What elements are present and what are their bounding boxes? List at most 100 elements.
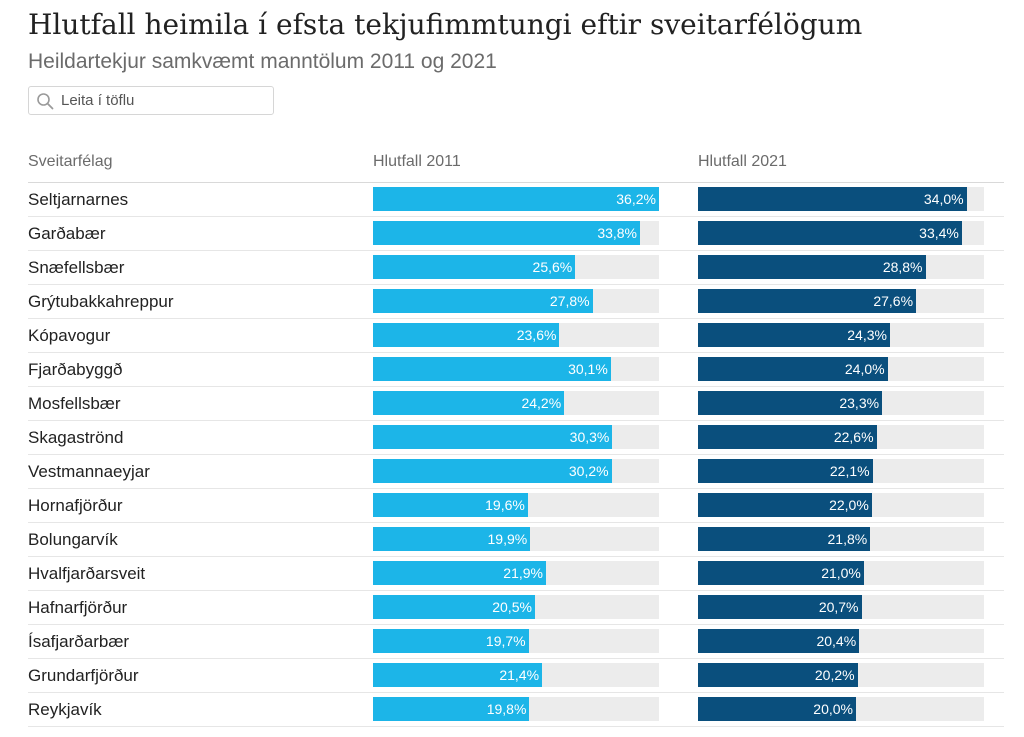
table-row: Seltjarnarnes 36,2% 34,0%: [28, 183, 1004, 217]
bar-2021-label: 33,4%: [919, 225, 959, 241]
bar-2021-label: 20,2%: [814, 667, 855, 683]
bar-2011-label: 19,7%: [485, 633, 526, 649]
bar-2021-track: 22,1%: [698, 459, 984, 483]
bar-2011[interactable]: 19,7%: [373, 629, 529, 653]
bar-2021[interactable]: 22,6%: [698, 425, 877, 449]
municipality-name: Fjarðabyggð: [28, 360, 123, 379]
bar-2011[interactable]: 19,9%: [373, 527, 531, 551]
bar-2011-track: 27,8%: [373, 289, 659, 313]
bar-2011-label: 20,5%: [492, 599, 532, 615]
bar-2011[interactable]: 33,8%: [373, 221, 641, 245]
municipality-name: Ísafjarðarbær: [28, 632, 130, 651]
bar-2021[interactable]: 27,6%: [698, 289, 917, 313]
municipality-name: Seltjarnarnes: [28, 190, 129, 209]
bar-2021[interactable]: 22,1%: [698, 459, 873, 483]
bar-2021[interactable]: 20,2%: [698, 663, 858, 687]
bar-2021-label: 20,0%: [813, 701, 853, 717]
bar-2011-label: 19,9%: [487, 531, 528, 547]
chart-subtitle: Heildartekjur samkvæmt manntölum 2011 og…: [28, 50, 497, 73]
bar-2021-track: 20,2%: [698, 663, 984, 687]
table-search[interactable]: [28, 86, 274, 115]
bar-2011-track: 19,8%: [373, 697, 659, 721]
header-divider: [28, 182, 1004, 183]
municipality-name: Vestmannaeyjar: [28, 462, 150, 481]
table-row: Kópavogur 23,6% 24,3%: [28, 319, 1004, 353]
bar-2011[interactable]: 21,4%: [373, 663, 543, 687]
municipality-name: Bolungarvík: [28, 530, 118, 549]
bar-2011[interactable]: 23,6%: [373, 323, 560, 347]
bar-2021-label: 22,0%: [829, 497, 869, 513]
bar-2011-label: 24,2%: [521, 395, 562, 411]
municipality-name: Reykjavík: [28, 700, 102, 719]
bar-2011-label: 36,2%: [616, 191, 656, 207]
column-header-2021[interactable]: Hlutfall 2021: [698, 153, 787, 170]
municipality-name: Hornafjörður: [28, 496, 123, 515]
bar-2011-track: 21,9%: [373, 561, 659, 585]
bar-2011-track: 19,6%: [373, 493, 659, 517]
bar-2011-label: 33,8%: [597, 225, 638, 241]
bar-2021-track: 33,4%: [698, 221, 984, 245]
bar-2011-label: 30,2%: [568, 463, 609, 479]
municipality-name: Kópavogur: [28, 326, 111, 345]
bar-2021-track: 27,6%: [698, 289, 984, 313]
table-row: Hafnarfjörður 20,5% 20,7%: [28, 591, 1004, 625]
bar-2011-track: 19,7%: [373, 629, 659, 653]
bar-2011[interactable]: 20,5%: [373, 595, 535, 619]
bar-2021-label: 21,8%: [827, 531, 868, 547]
bar-2021[interactable]: 22,0%: [698, 493, 872, 517]
bar-2011[interactable]: 25,6%: [373, 255, 576, 279]
bar-2021-track: 21,8%: [698, 527, 984, 551]
municipality-name: Snæfellsbær: [28, 258, 125, 277]
bar-2021[interactable]: 20,0%: [698, 697, 856, 721]
bar-2011[interactable]: 19,8%: [373, 697, 530, 721]
bar-2021[interactable]: 23,3%: [698, 391, 883, 415]
bar-2021-label: 34,0%: [923, 191, 964, 207]
bar-2021-label: 24,0%: [844, 361, 885, 377]
bar-2011[interactable]: 24,2%: [373, 391, 565, 415]
bar-2011[interactable]: 27,8%: [373, 289, 593, 313]
bar-2011-label: 30,3%: [569, 429, 610, 445]
bar-2021[interactable]: 20,7%: [698, 595, 862, 619]
table-row: Garðabær 33,8% 33,4%: [28, 217, 1004, 251]
column-header-name[interactable]: Sveitarfélag: [28, 153, 113, 170]
bar-2021[interactable]: 34,0%: [698, 187, 967, 211]
bar-2011[interactable]: 19,6%: [373, 493, 528, 517]
bar-2021-track: 24,3%: [698, 323, 984, 347]
bar-2011[interactable]: 30,1%: [373, 357, 611, 381]
bar-2011[interactable]: 21,9%: [373, 561, 546, 585]
table-row: Grýtubakkahreppur 27,8% 27,6%: [28, 285, 1004, 319]
bar-2011[interactable]: 36,2%: [373, 187, 659, 211]
bar-2011-label: 21,4%: [499, 667, 540, 683]
bar-2021[interactable]: 24,3%: [698, 323, 890, 347]
bar-2011-track: 20,5%: [373, 595, 659, 619]
bar-2021-label: 20,4%: [816, 633, 857, 649]
bar-2021-label: 23,3%: [839, 395, 880, 411]
bar-2021-track: 21,0%: [698, 561, 984, 585]
bar-2011-track: 24,2%: [373, 391, 659, 415]
table-row: Vestmannaeyjar 30,2% 22,1%: [28, 455, 1004, 489]
bar-2021-label: 22,6%: [833, 429, 874, 445]
bar-2011-label: 23,6%: [516, 327, 557, 343]
bar-2011[interactable]: 30,2%: [373, 459, 612, 483]
bar-2011[interactable]: 30,3%: [373, 425, 613, 449]
bar-2021-track: 20,4%: [698, 629, 984, 653]
bar-2021[interactable]: 24,0%: [698, 357, 888, 381]
bar-2021-track: 22,0%: [698, 493, 984, 517]
bar-2021-track: 23,3%: [698, 391, 984, 415]
municipality-name: Skagaströnd: [28, 428, 124, 447]
search-input[interactable]: [61, 90, 266, 111]
column-header-2011[interactable]: Hlutfall 2011: [373, 153, 461, 170]
bar-2021-track: 24,0%: [698, 357, 984, 381]
bar-2021[interactable]: 20,4%: [698, 629, 860, 653]
bar-2021-label: 28,8%: [882, 259, 923, 275]
bar-2021[interactable]: 33,4%: [698, 221, 962, 245]
bar-2021[interactable]: 21,8%: [698, 527, 871, 551]
bar-2021[interactable]: 28,8%: [698, 255, 926, 279]
search-icon: [37, 93, 54, 110]
table-row: Fjarðabyggð 30,1% 24,0%: [28, 353, 1004, 387]
bar-2011-track: 30,3%: [373, 425, 659, 449]
bar-2021[interactable]: 21,0%: [698, 561, 864, 585]
municipality-name: Mosfellsbær: [28, 394, 121, 413]
bar-2011-track: 33,8%: [373, 221, 659, 245]
bar-2011-label: 19,6%: [485, 497, 525, 513]
